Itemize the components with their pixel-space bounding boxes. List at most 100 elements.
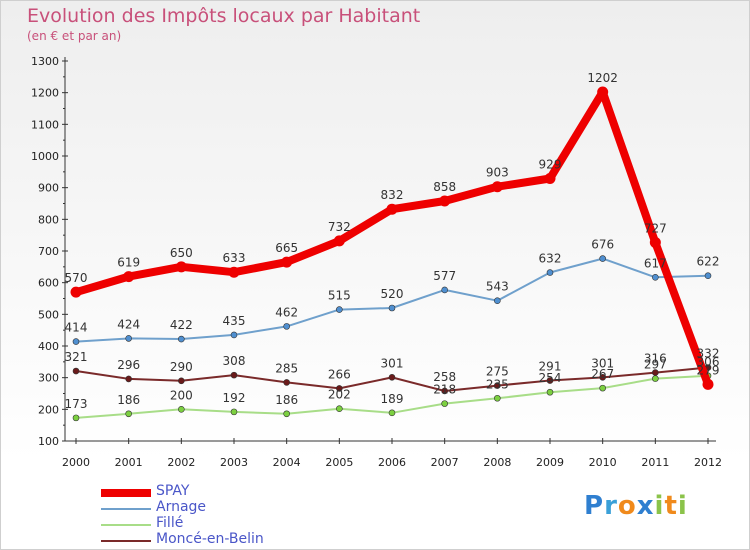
legend-item-spay: SPAY xyxy=(101,483,341,501)
data-point-fill- xyxy=(336,405,343,413)
legend-label-arnage: Arnage xyxy=(156,499,207,515)
data-point-fill- xyxy=(494,394,501,402)
series-arnage xyxy=(72,255,712,345)
y-tick-label: 1100 xyxy=(31,118,59,131)
proxiti-logo: Proxiti xyxy=(584,491,688,521)
logo-letter: x xyxy=(636,491,655,521)
data-point-arnage xyxy=(599,255,606,262)
y-tick-label: 1000 xyxy=(31,150,59,163)
legend-swatch-fill- xyxy=(101,524,151,526)
data-point-arnage xyxy=(441,286,448,294)
chart-title: Evolution des Impôts locaux par Habitant xyxy=(27,5,421,27)
data-point-fill- xyxy=(652,375,659,382)
data-label-fill-: 186 xyxy=(275,393,298,407)
data-label-monc-en-belin: 285 xyxy=(275,361,298,375)
x-tick-label: 2012 xyxy=(694,456,722,469)
legend-label-fill-: Fillé xyxy=(156,515,184,531)
x-tick-label: 2007 xyxy=(431,456,459,469)
data-point-spay xyxy=(491,181,503,193)
data-point-fill- xyxy=(125,410,132,418)
data-point-fill- xyxy=(283,410,290,418)
data-label-spay: 727 xyxy=(644,221,667,235)
data-point-spay xyxy=(386,203,398,215)
data-point-arnage xyxy=(283,323,290,330)
data-label-arnage: 520 xyxy=(381,287,404,301)
x-tick-label: 2010 xyxy=(589,456,617,469)
data-label-arnage: 435 xyxy=(223,314,246,328)
y-tick-label: 400 xyxy=(38,340,59,353)
data-point-arnage xyxy=(125,335,132,342)
legend-label-monc-en-belin: Moncé-en-Belin xyxy=(156,531,264,547)
data-label-arnage: 515 xyxy=(328,289,351,303)
data-point-fill- xyxy=(388,409,396,417)
data-label-monc-en-belin: 321 xyxy=(65,350,88,364)
logo-letter: i xyxy=(677,491,688,521)
data-point-spay xyxy=(175,261,187,273)
data-label-fill-: 192 xyxy=(223,391,246,405)
data-point-arnage xyxy=(704,272,712,280)
y-tick-label: 600 xyxy=(38,277,59,290)
data-point-arnage xyxy=(494,297,501,305)
legend-swatch-monc-en-belin xyxy=(101,540,151,542)
data-label-arnage: 414 xyxy=(65,321,88,335)
data-label-spay: 279 xyxy=(697,363,720,377)
data-point-fill- xyxy=(546,388,554,396)
x-tick-label: 2003 xyxy=(220,456,248,469)
data-point-monc-en-belin xyxy=(652,369,659,376)
data-label-arnage: 617 xyxy=(644,256,667,270)
data-label-fill-: 189 xyxy=(381,392,404,406)
data-point-arnage xyxy=(72,338,80,345)
x-tick-label: 2006 xyxy=(378,456,406,469)
x-tick-label: 2001 xyxy=(115,456,143,469)
data-label-arnage: 577 xyxy=(433,269,456,283)
x-tick-label: 2011 xyxy=(641,456,669,469)
legend-item-arnage: Arnage xyxy=(101,499,341,517)
y-tick-label: 100 xyxy=(38,435,59,448)
logo-letter: P xyxy=(584,491,605,521)
data-label-spay: 858 xyxy=(433,180,456,194)
data-label-monc-en-belin: 308 xyxy=(223,354,246,368)
data-label-spay: 619 xyxy=(117,256,140,270)
data-point-spay xyxy=(649,236,661,248)
data-label-spay: 1202 xyxy=(587,71,618,85)
data-label-arnage: 622 xyxy=(697,255,720,269)
legend-swatch-arnage xyxy=(101,508,151,510)
data-point-monc-en-belin xyxy=(336,385,343,392)
data-label-spay: 929 xyxy=(539,157,562,171)
legend-item-fill-: Fillé xyxy=(101,515,341,533)
x-tick-label: 2005 xyxy=(325,456,353,469)
data-point-monc-en-belin xyxy=(599,374,606,381)
data-label-spay: 832 xyxy=(381,188,404,202)
data-label-monc-en-belin: 296 xyxy=(117,358,140,372)
data-point-monc-en-belin xyxy=(494,382,501,389)
data-label-arnage: 462 xyxy=(275,305,298,319)
data-label-monc-en-belin: 332 xyxy=(697,347,720,361)
y-tick-label: 500 xyxy=(38,308,59,321)
data-point-fill- xyxy=(599,384,606,392)
data-point-monc-en-belin xyxy=(72,367,80,375)
data-label-monc-en-belin: 301 xyxy=(591,356,614,370)
data-point-arnage xyxy=(546,269,554,276)
x-tick-label: 2000 xyxy=(62,456,90,469)
data-point-arnage xyxy=(230,331,238,339)
data-label-monc-en-belin: 291 xyxy=(539,360,562,374)
data-label-monc-en-belin: 316 xyxy=(644,352,667,366)
y-tick-label: 1300 xyxy=(31,55,59,68)
data-point-arnage xyxy=(652,273,659,281)
data-label-arnage: 424 xyxy=(117,317,140,331)
data-label-spay: 570 xyxy=(65,271,88,285)
data-label-monc-en-belin: 290 xyxy=(170,360,193,374)
y-tick-label: 300 xyxy=(38,372,59,385)
data-point-spay xyxy=(544,172,556,184)
legend: SPAY Arnage Fillé Moncé-en-Belin xyxy=(101,483,341,549)
x-tick-label: 2004 xyxy=(273,456,301,469)
data-label-monc-en-belin: 301 xyxy=(381,356,404,370)
logo-letter: r xyxy=(604,491,618,521)
y-tick-label: 800 xyxy=(38,213,59,226)
data-point-monc-en-belin xyxy=(388,374,396,381)
data-label-arnage: 676 xyxy=(591,238,614,252)
data-label-spay: 650 xyxy=(170,246,193,260)
y-tick-label: 700 xyxy=(38,245,59,258)
data-label-fill-: 202 xyxy=(328,388,351,402)
